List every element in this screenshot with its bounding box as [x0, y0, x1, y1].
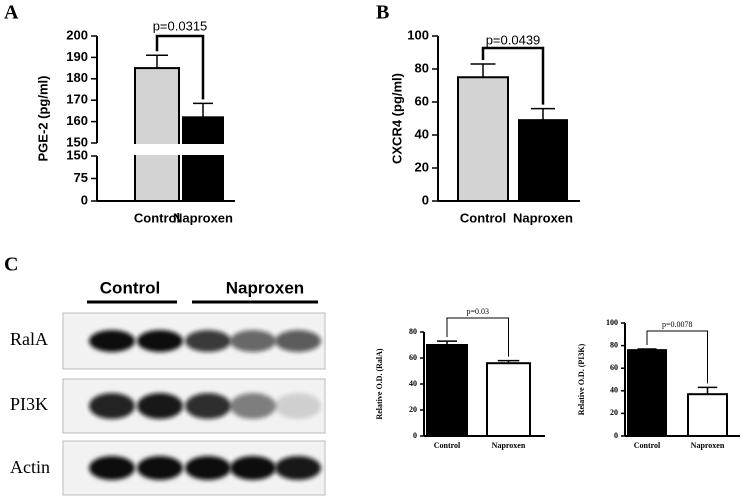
bar	[486, 362, 531, 438]
blot-row-label: Actin	[10, 457, 50, 477]
blot-band	[137, 330, 183, 352]
y-tick-label: 0	[81, 192, 88, 207]
panel-label: B	[376, 2, 389, 24]
y-tick-label: 80	[610, 340, 618, 349]
blot-band	[230, 330, 276, 352]
x-tick-label: Naproxen	[173, 210, 233, 225]
y-tick-label: 100	[407, 27, 429, 42]
error-bar	[470, 63, 496, 78]
error-bar	[193, 102, 213, 118]
blot-group-label: Control	[100, 278, 160, 297]
y-tick-label: 60	[610, 363, 618, 372]
y-tick-label: 190	[66, 49, 88, 64]
x-tick-label: Control	[434, 441, 461, 450]
x-tick-label: Control	[134, 210, 180, 225]
x-tick-label: Naproxen	[513, 210, 573, 225]
x-tick-label: Naproxen	[691, 441, 725, 450]
bar	[457, 76, 509, 202]
bar	[627, 349, 667, 437]
error-bar	[697, 386, 718, 395]
blot-band	[275, 393, 321, 419]
y-tick-label: 150	[66, 134, 88, 149]
y-tick-label: 60	[415, 93, 429, 108]
bar	[518, 119, 568, 202]
blot-band	[137, 456, 183, 480]
y-tick-label: 150	[66, 147, 88, 162]
blot-band	[89, 456, 135, 480]
blot-band	[89, 393, 135, 419]
bar	[182, 116, 224, 202]
blot-band	[185, 393, 231, 419]
p-value: p=0.0078	[662, 320, 693, 329]
blot-row-label: RalA	[10, 329, 48, 349]
y-tick-label: 60	[409, 353, 417, 362]
bar	[134, 67, 180, 202]
panel-label: A	[4, 2, 19, 24]
p-value: p=0.0439	[486, 32, 541, 47]
y-tick-label: 20	[415, 159, 429, 174]
error-bar	[437, 340, 457, 345]
p-value: p=0.0315	[153, 18, 208, 33]
y-tick-label: 0	[422, 192, 429, 207]
significance-bracket	[646, 330, 708, 384]
y-tick-label: 200	[66, 27, 88, 42]
y-axis-label: PGE-2 (pg/ml)	[35, 76, 50, 162]
error-bar	[637, 348, 657, 351]
y-axis-label: CXCR4 (pg/ml)	[389, 73, 404, 164]
x-tick-label: Control	[460, 210, 506, 225]
axis-break	[99, 144, 235, 155]
y-tick-label: 40	[415, 126, 429, 141]
blot-band	[137, 393, 183, 419]
blot-band	[230, 456, 276, 480]
blot-bands	[89, 330, 321, 480]
p-value: p=0.03	[466, 307, 489, 316]
blot-band	[89, 330, 135, 352]
y-tick-label: 80	[415, 60, 429, 75]
y-tick-label: 160	[66, 113, 88, 128]
y-tick-label: 40	[409, 379, 417, 388]
y-axis-label: Relative O.D. (RalA)	[375, 348, 384, 419]
error-bar	[497, 359, 520, 364]
panel-label: C	[4, 254, 18, 276]
y-axis-label: Relative O.D. (PI3K)	[577, 343, 586, 415]
y-tick-label: 75	[74, 170, 88, 185]
significance-bracket	[155, 34, 205, 100]
bar	[687, 393, 728, 438]
y-tick-label: 100	[606, 318, 618, 327]
blot-band	[275, 456, 321, 480]
y-tick-label: 0	[614, 431, 618, 440]
y-tick-label: 20	[610, 408, 618, 417]
blot-band	[185, 456, 231, 480]
blot-group-label: Naproxen	[226, 278, 304, 297]
significance-bracket	[481, 46, 545, 105]
bar	[426, 344, 468, 437]
blot-band	[275, 330, 321, 352]
error-bar	[531, 107, 555, 121]
blot-band	[185, 330, 231, 352]
y-tick-label: 180	[66, 70, 88, 85]
y-tick-label: 170	[66, 92, 88, 107]
y-tick-label: 40	[610, 386, 618, 395]
x-tick-label: Naproxen	[492, 441, 526, 450]
x-tick-label: Control	[634, 441, 661, 450]
y-tick-label: 20	[409, 405, 417, 414]
error-bar	[146, 54, 168, 69]
blot-row-label: PI3K	[10, 394, 48, 414]
y-tick-label: 0	[413, 431, 417, 440]
y-tick-label: 80	[409, 327, 417, 336]
blot-band	[230, 393, 276, 419]
significance-bracket	[446, 317, 509, 357]
